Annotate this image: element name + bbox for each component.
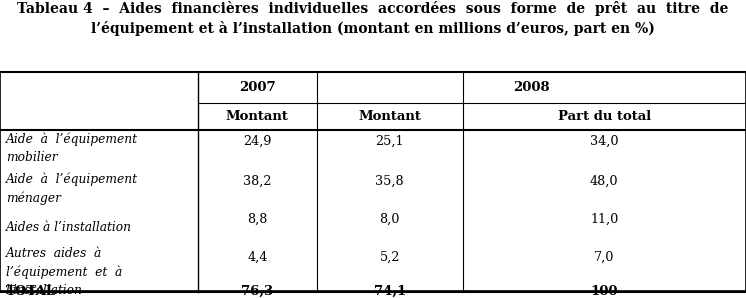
Text: Aide  à  l’équipement
mobilier: Aide à l’équipement mobilier: [6, 133, 138, 164]
Text: 76,3: 76,3: [241, 285, 274, 298]
Text: 25,1: 25,1: [375, 134, 404, 148]
Text: Aide  à  l’équipement
ménager: Aide à l’équipement ménager: [6, 173, 138, 205]
Text: l’équipement et à l’installation (montant en millions d’euros, part en %): l’équipement et à l’installation (montan…: [91, 21, 655, 36]
Text: 8,8: 8,8: [247, 213, 268, 226]
Text: 7,0: 7,0: [594, 251, 615, 264]
Text: 34,0: 34,0: [590, 134, 618, 148]
Text: Montant: Montant: [358, 110, 421, 123]
Text: 100: 100: [591, 285, 618, 298]
Text: Part du total: Part du total: [558, 110, 651, 123]
Text: 2007: 2007: [239, 81, 276, 94]
Text: 8,0: 8,0: [380, 213, 400, 226]
Text: 4,4: 4,4: [247, 251, 268, 264]
Text: TOTAL: TOTAL: [6, 285, 56, 298]
Text: 38,2: 38,2: [243, 175, 272, 188]
Text: 74,1: 74,1: [374, 285, 406, 298]
Text: Aides à l’installation: Aides à l’installation: [6, 221, 132, 234]
Text: 11,0: 11,0: [590, 213, 618, 226]
Text: 24,9: 24,9: [243, 134, 272, 148]
Text: Autres  aides  à
l’équipement  et  à
l’installation: Autres aides à l’équipement et à l’insta…: [6, 247, 122, 297]
Text: 5,2: 5,2: [380, 251, 400, 264]
Text: 35,8: 35,8: [375, 175, 404, 188]
Text: Tableau 4  –  Aides  financières  individuelles  accordées  sous  forme  de  prê: Tableau 4 – Aides financières individuel…: [17, 1, 729, 16]
Text: Montant: Montant: [226, 110, 289, 123]
Text: 2008: 2008: [513, 81, 550, 94]
Text: 48,0: 48,0: [590, 175, 618, 188]
